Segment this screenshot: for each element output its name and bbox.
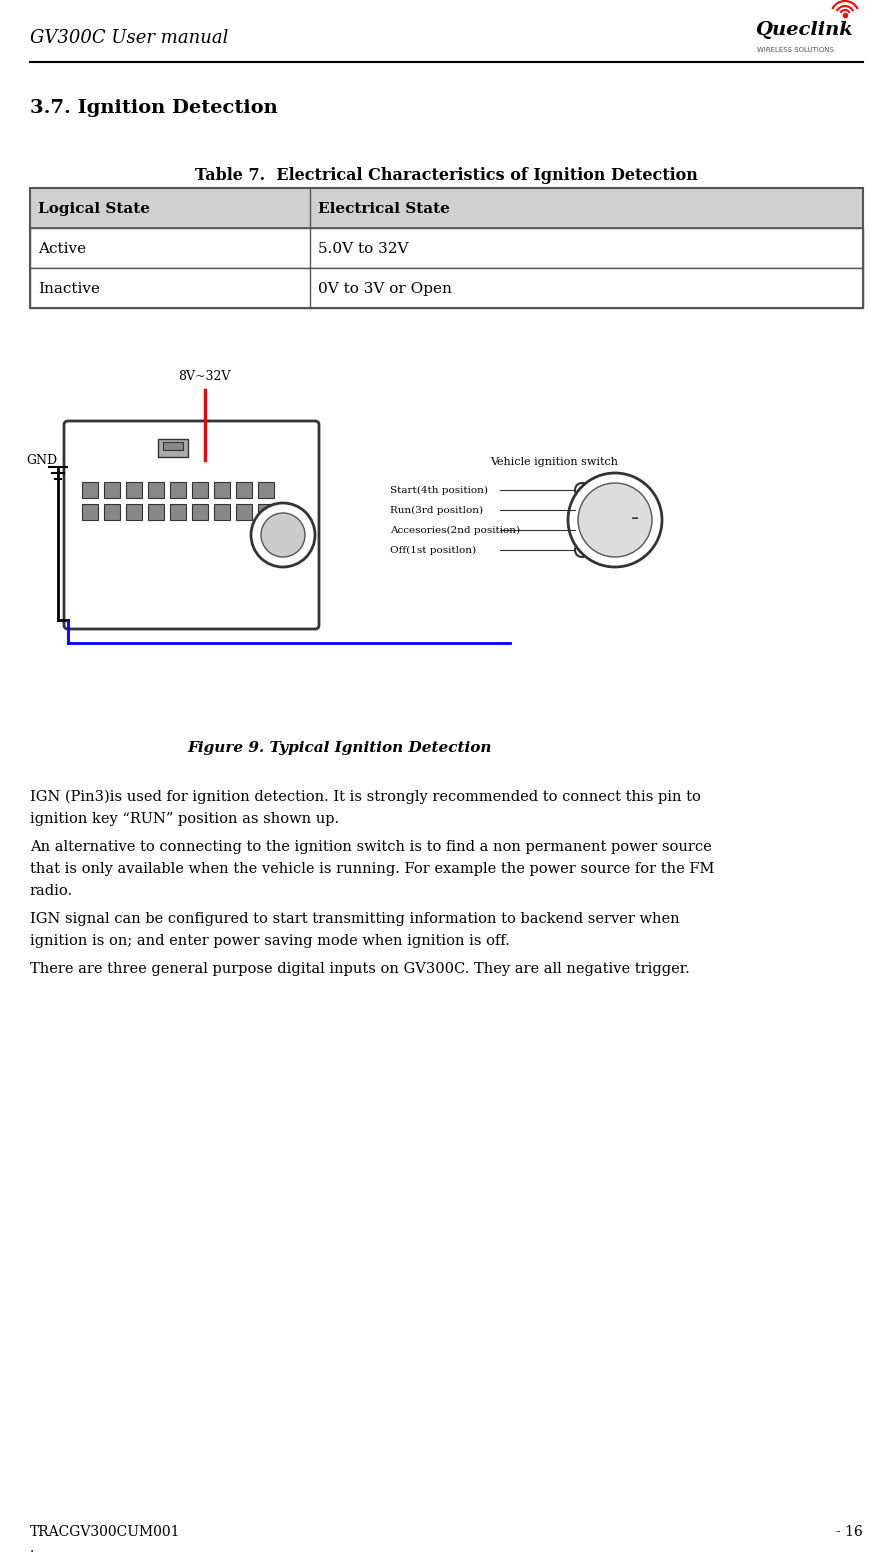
Text: IGN (Pin3)is used for ignition detection. It is strongly recommended to connect : IGN (Pin3)is used for ignition detection… [30,790,701,804]
Text: 5.0V to 32V: 5.0V to 32V [318,242,408,256]
Text: Inactive: Inactive [38,282,100,296]
Bar [192,504,208,520]
Text: IGN signal can be configured to start transmitting information to backend server: IGN signal can be configured to start tr… [30,913,680,927]
Bar [148,483,164,498]
Circle shape [575,503,589,517]
Text: Vehicle ignition switch: Vehicle ignition switch [490,456,618,467]
Bar [82,483,98,498]
Bar [158,439,188,456]
Bar [30,228,863,268]
Text: WIRELESS SOLUTIONS: WIRELESS SOLUTIONS [757,47,834,53]
Bar [170,483,186,498]
Text: - 16: - 16 [836,1526,863,1540]
Text: .: . [30,1541,34,1552]
Bar [192,483,208,498]
Text: ignition is on; and enter power saving mode when ignition is off.: ignition is on; and enter power saving m… [30,934,510,948]
Text: Active: Active [38,242,86,256]
Bar [126,483,142,498]
Bar [236,483,252,498]
Circle shape [251,503,315,566]
Text: 0V to 3V or Open: 0V to 3V or Open [318,282,452,296]
Bar [104,483,120,498]
Text: Table 7.  Electrical Characteristics of Ignition Detection: Table 7. Electrical Characteristics of I… [195,166,697,183]
Bar [214,483,230,498]
Bar [30,268,863,307]
Text: 3.7. Ignition Detection: 3.7. Ignition Detection [30,99,278,116]
Text: radio.: radio. [30,885,73,899]
Text: 8V~32V: 8V~32V [178,369,230,382]
Text: Queclink: Queclink [755,22,853,39]
Text: Off(1st positlon): Off(1st positlon) [390,545,476,554]
Bar [30,188,863,228]
Text: Electrical State: Electrical State [318,202,450,216]
Text: Run(3rd positlon): Run(3rd positlon) [390,506,483,515]
Bar [148,504,164,520]
Text: Figure 9. Typical Ignition Detection: Figure 9. Typical Ignition Detection [188,740,492,754]
Bar [214,504,230,520]
Text: Accesories(2nd position): Accesories(2nd position) [390,526,520,534]
Bar [30,188,863,307]
Bar [163,442,183,450]
Text: ignition key “RUN” position as shown up.: ignition key “RUN” position as shown up. [30,812,339,826]
Text: Start(4th position): Start(4th position) [390,486,488,495]
Bar [170,504,186,520]
Circle shape [578,483,652,557]
Bar [258,504,274,520]
Text: GND: GND [26,453,57,467]
Circle shape [575,523,589,537]
Circle shape [575,543,589,557]
Text: -: - [631,508,639,528]
Bar [82,504,98,520]
Text: that is only available when the vehicle is running. For example the power source: that is only available when the vehicle … [30,861,714,875]
Text: Logical State: Logical State [38,202,150,216]
Circle shape [261,514,305,557]
Text: An alternative to connecting to the ignition switch is to find a non permanent p: An alternative to connecting to the igni… [30,840,712,854]
Bar [258,483,274,498]
Circle shape [575,483,589,497]
Text: There are three general purpose digital inputs on GV300C. They are all negative : There are three general purpose digital … [30,962,689,976]
Bar [236,504,252,520]
Bar [126,504,142,520]
Circle shape [568,473,662,566]
Bar [104,504,120,520]
Text: TRACGV300CUM001: TRACGV300CUM001 [30,1526,180,1540]
FancyBboxPatch shape [64,421,319,629]
Text: GV300C User manual: GV300C User manual [30,29,229,47]
